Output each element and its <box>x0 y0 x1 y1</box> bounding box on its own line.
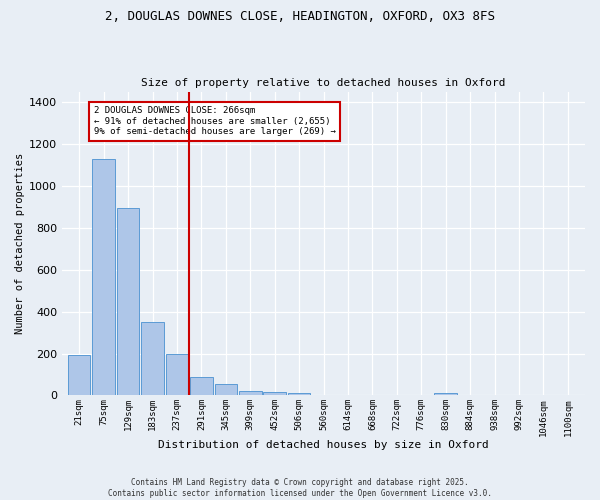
Text: Contains HM Land Registry data © Crown copyright and database right 2025.
Contai: Contains HM Land Registry data © Crown c… <box>108 478 492 498</box>
Bar <box>190 376 212 396</box>
Y-axis label: Number of detached properties: Number of detached properties <box>15 153 25 334</box>
Bar <box>434 392 457 396</box>
Bar <box>239 391 262 396</box>
Bar <box>117 208 139 396</box>
Bar <box>68 355 91 396</box>
Text: 2, DOUGLAS DOWNES CLOSE, HEADINGTON, OXFORD, OX3 8FS: 2, DOUGLAS DOWNES CLOSE, HEADINGTON, OXF… <box>105 10 495 23</box>
Bar <box>92 158 115 396</box>
Bar <box>263 392 286 396</box>
Bar <box>166 354 188 396</box>
Bar <box>215 384 237 396</box>
X-axis label: Distribution of detached houses by size in Oxford: Distribution of detached houses by size … <box>158 440 489 450</box>
Text: 2 DOUGLAS DOWNES CLOSE: 266sqm
← 91% of detached houses are smaller (2,655)
9% o: 2 DOUGLAS DOWNES CLOSE: 266sqm ← 91% of … <box>94 106 336 136</box>
Bar <box>142 322 164 396</box>
Title: Size of property relative to detached houses in Oxford: Size of property relative to detached ho… <box>142 78 506 88</box>
Bar <box>288 392 310 396</box>
